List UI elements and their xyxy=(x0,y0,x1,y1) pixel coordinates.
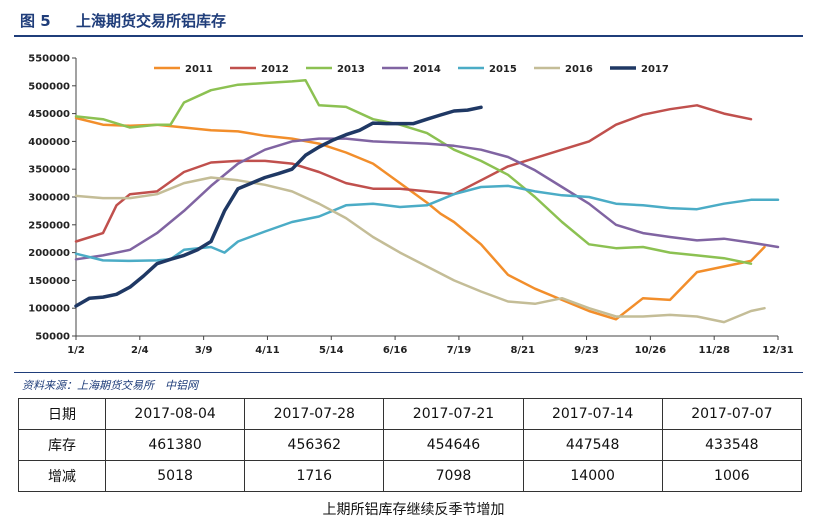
table-cell: 1006 xyxy=(661,460,803,492)
x-tick-label: 1/2 xyxy=(67,345,85,356)
table-cell: 1716 xyxy=(244,460,385,492)
series-line-2014 xyxy=(74,137,780,261)
series-line-2017 xyxy=(74,105,483,308)
table-header-cell: 2017-07-28 xyxy=(244,398,385,430)
y-tick-label: 100000 xyxy=(28,304,70,315)
y-tick-label: 50000 xyxy=(35,332,70,343)
y-tick-label: 200000 xyxy=(28,248,70,259)
y-tick-label: 550000 xyxy=(28,54,70,65)
header-rule xyxy=(14,35,803,37)
x-tick-label: 6/16 xyxy=(383,345,408,356)
legend-label-2011: 2011 xyxy=(185,64,213,75)
legend-label-2016: 2016 xyxy=(565,64,593,75)
table-row: 库存 461380 456362 454646 447548 433548 xyxy=(18,429,803,461)
table-cell: 433548 xyxy=(661,429,803,461)
y-tick-label: 400000 xyxy=(28,137,70,148)
table-cell: 7098 xyxy=(383,460,524,492)
legend-label-2014: 2014 xyxy=(413,64,441,75)
table-cell: 461380 xyxy=(104,429,246,461)
figure-header: 图 5 上海期货交易所铝库存 xyxy=(14,8,804,32)
table-header-cell: 2017-08-04 xyxy=(104,398,246,430)
figure-number: 图 5 xyxy=(20,12,51,30)
legend-label-2012: 2012 xyxy=(261,64,289,75)
y-tick-label: 250000 xyxy=(28,220,70,231)
series-line-2011 xyxy=(74,116,766,321)
inventory-line-chart: 50000 100000 150000 200000 250000 300000 35000… xyxy=(28,54,794,357)
legend-label-2015: 2015 xyxy=(489,64,517,75)
x-tick-label: 10/26 xyxy=(635,345,667,356)
y-tick-label: 300000 xyxy=(28,193,70,204)
x-tick-label: 3/9 xyxy=(195,345,213,356)
x-tick-label: 12/31 xyxy=(762,345,794,356)
table-cell: 454646 xyxy=(383,429,524,461)
figure-title: 上海期货交易所铝库存 xyxy=(76,12,227,30)
table-cell: 库存 xyxy=(18,429,106,461)
inventory-table: 日期 2017-08-04 2017-07-28 2017-07-21 2017… xyxy=(18,398,803,492)
table-cell: 5018 xyxy=(104,460,246,492)
series-line-2012 xyxy=(74,104,753,243)
table-cell: 增减 xyxy=(18,460,106,492)
table-header-cell: 2017-07-07 xyxy=(661,398,803,430)
table-header-cell: 2017-07-21 xyxy=(383,398,524,430)
y-tick-label: 350000 xyxy=(28,165,70,176)
x-tick-label: 2/4 xyxy=(131,345,149,356)
series-line-2013 xyxy=(74,78,753,265)
y-tick-label: 500000 xyxy=(28,81,70,92)
legend-label-2013: 2013 xyxy=(337,64,365,75)
x-tick-label: 4/11 xyxy=(255,345,280,356)
x-tick-label: 9/23 xyxy=(574,345,599,356)
x-tick-label: 11/28 xyxy=(698,345,730,356)
table-row: 增减 5018 1716 7098 14000 1006 xyxy=(18,460,803,492)
table-cell: 456362 xyxy=(244,429,385,461)
table-header-cell: 日期 xyxy=(18,398,106,430)
x-tick-label: 5/14 xyxy=(319,345,344,356)
chart-caption: 上期所铝库存继续反季节增加 xyxy=(322,502,505,518)
table-header-row: 日期 2017-08-04 2017-07-28 2017-07-21 2017… xyxy=(18,398,803,430)
x-tick-label: 7/19 xyxy=(447,345,472,356)
table-header-cell: 2017-07-14 xyxy=(522,398,663,430)
series-line-2015 xyxy=(74,184,780,263)
series-line-2016 xyxy=(74,176,766,324)
table-cell: 14000 xyxy=(522,460,663,492)
source-note: 资料来源：上海期货交易所 中铝网 xyxy=(22,379,198,392)
legend-label-2017: 2017 xyxy=(641,64,669,75)
x-tick-label: 8/21 xyxy=(510,345,535,356)
y-tick-label: 450000 xyxy=(28,109,70,120)
y-tick-label: 150000 xyxy=(28,276,70,287)
table-cell: 447548 xyxy=(522,429,663,461)
source-rule xyxy=(14,372,803,373)
